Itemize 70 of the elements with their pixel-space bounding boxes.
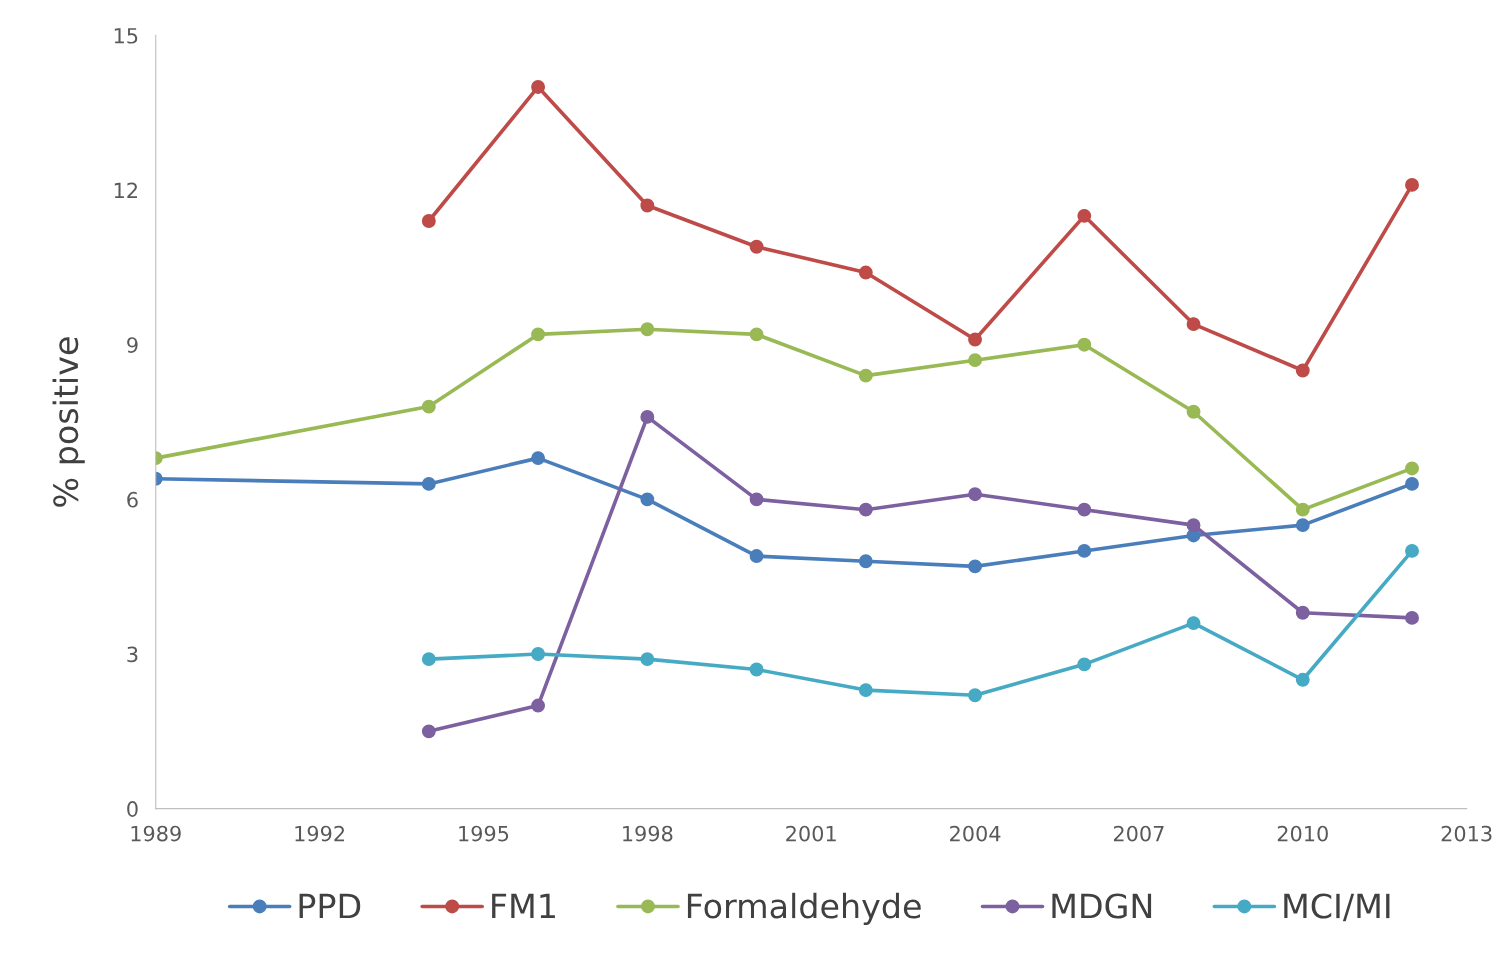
point bbox=[749, 662, 764, 677]
point bbox=[421, 652, 436, 667]
y-tick-label: 3 bbox=[127, 646, 138, 663]
x-tick-label: 2007 bbox=[1113, 825, 1164, 842]
point bbox=[640, 322, 655, 337]
point bbox=[968, 353, 982, 368]
y-axis-title: % positive bbox=[52, 337, 85, 507]
y-tick-label: 12 bbox=[114, 182, 137, 198]
point bbox=[858, 502, 873, 517]
y-tick-label: 15 bbox=[114, 28, 138, 44]
point bbox=[1295, 502, 1310, 517]
point bbox=[1077, 502, 1092, 517]
point bbox=[1405, 543, 1419, 558]
x-tick-label: 1989 bbox=[131, 825, 181, 842]
point bbox=[749, 327, 764, 342]
x-tick-label: 2013 bbox=[1441, 825, 1492, 842]
x-tick-label: 1992 bbox=[295, 825, 345, 842]
point bbox=[1186, 317, 1201, 332]
legend-label: MCI/MI bbox=[1284, 893, 1390, 922]
point bbox=[749, 492, 764, 507]
point bbox=[968, 487, 982, 502]
point bbox=[531, 451, 546, 466]
point bbox=[858, 683, 873, 698]
point bbox=[1295, 672, 1310, 687]
point bbox=[858, 554, 873, 569]
point bbox=[531, 647, 546, 661]
point bbox=[1077, 657, 1092, 672]
point bbox=[1077, 208, 1092, 223]
point bbox=[968, 559, 982, 574]
y-tick-label: 9 bbox=[127, 337, 138, 353]
point bbox=[1295, 363, 1310, 378]
point bbox=[640, 492, 655, 507]
point bbox=[1186, 616, 1201, 631]
point bbox=[421, 476, 436, 491]
legend-label: Formaldehyde bbox=[687, 892, 921, 926]
x-tick-label: 2001 bbox=[786, 825, 836, 842]
y-tick-label: 6 bbox=[127, 491, 138, 508]
point bbox=[640, 198, 655, 213]
x-tick-label: 1998 bbox=[623, 825, 673, 842]
point bbox=[858, 368, 873, 383]
point bbox=[1186, 404, 1201, 419]
point bbox=[531, 327, 546, 342]
point bbox=[1405, 461, 1419, 476]
point bbox=[640, 652, 655, 667]
point bbox=[421, 724, 436, 739]
point bbox=[1405, 177, 1419, 192]
point bbox=[1405, 476, 1419, 491]
point bbox=[749, 239, 764, 254]
point bbox=[1405, 610, 1419, 625]
point bbox=[1295, 605, 1310, 620]
x-tick-label: 1995 bbox=[459, 825, 509, 842]
point bbox=[640, 409, 655, 424]
point bbox=[858, 265, 873, 280]
point bbox=[1295, 518, 1310, 533]
x-tick-label: 2010 bbox=[1277, 825, 1328, 842]
legend-label: MDGN bbox=[1052, 893, 1152, 919]
y-tick-label: 0 bbox=[127, 801, 138, 817]
point bbox=[1077, 337, 1092, 352]
point bbox=[1186, 518, 1201, 533]
x-tick-label: 2004 bbox=[950, 825, 1001, 842]
point bbox=[1077, 543, 1092, 558]
point bbox=[421, 214, 436, 228]
point bbox=[531, 698, 546, 713]
point bbox=[968, 688, 982, 703]
point bbox=[968, 332, 982, 347]
point bbox=[531, 80, 546, 94]
point bbox=[749, 549, 764, 564]
point bbox=[421, 399, 436, 414]
legend-label: PPD bbox=[299, 893, 361, 919]
legend-label: FM1 bbox=[492, 893, 555, 919]
